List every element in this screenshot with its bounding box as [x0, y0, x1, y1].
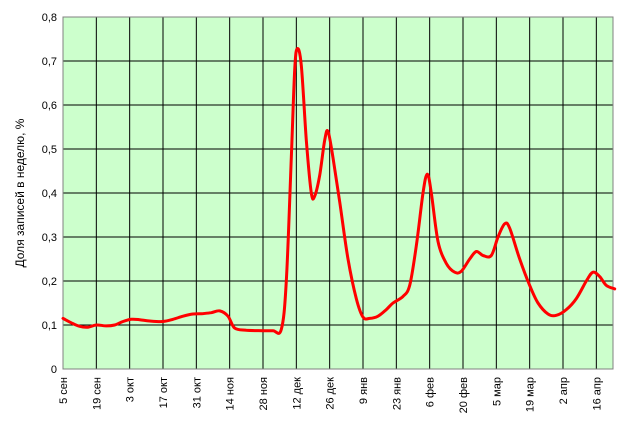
x-tick-label: 5 мар — [491, 377, 503, 406]
horizontal-gridlines — [63, 60, 613, 326]
x-tick-label: 16 апр — [591, 377, 603, 410]
y-axis-tick-labels: 0 0,1 0,2 0,3 0,4 0,5 0,6 0,7 0,8 — [42, 12, 57, 376]
series-layer — [61, 47, 617, 335]
x-tick-label: 3 окт — [125, 377, 137, 402]
y-tick-label: 0,5 — [42, 144, 57, 156]
x-tick-label: 26 дек — [325, 377, 337, 410]
y-tick-label: 0,8 — [42, 12, 57, 24]
x-tick-label: 20 фев — [458, 377, 470, 413]
x-axis-tick-labels: 5 сен 19 сен 3 окт 17 окт 31 окт 14 ноя 28 ноя… — [58, 377, 603, 413]
y-tick-label: 0 — [51, 364, 57, 376]
x-tick-label: 12 дек — [291, 377, 303, 410]
y-tick-label: 0,2 — [42, 276, 57, 288]
y-tick-label: 0,4 — [42, 188, 57, 200]
y-axis-title: Доля записей в неделю, % — [13, 118, 27, 267]
x-tick-label: 31 окт — [191, 377, 203, 408]
x-tick-label: 6 фев — [425, 377, 437, 407]
x-tick-label: 17 окт — [158, 377, 170, 408]
y-tick-label: 0,7 — [42, 56, 57, 68]
x-tick-label: 19 мар — [525, 377, 537, 412]
x-tick-label: 19 сен — [91, 377, 103, 410]
x-tick-label: 23 янв — [391, 377, 403, 410]
plot-border — [62, 16, 614, 370]
x-tick-label: 5 сен — [58, 377, 70, 404]
series-line — [61, 47, 617, 335]
x-tick-label: 14 ноя — [225, 377, 237, 410]
y-tick-label: 0,1 — [42, 320, 57, 332]
y-tick-label: 0,6 — [42, 100, 57, 112]
x-tick-label: 28 ноя — [258, 377, 270, 410]
y-tick-label: 0,3 — [42, 232, 57, 244]
x-tick-label: 9 янв — [358, 377, 370, 404]
x-tick-label: 2 апр — [558, 377, 570, 404]
